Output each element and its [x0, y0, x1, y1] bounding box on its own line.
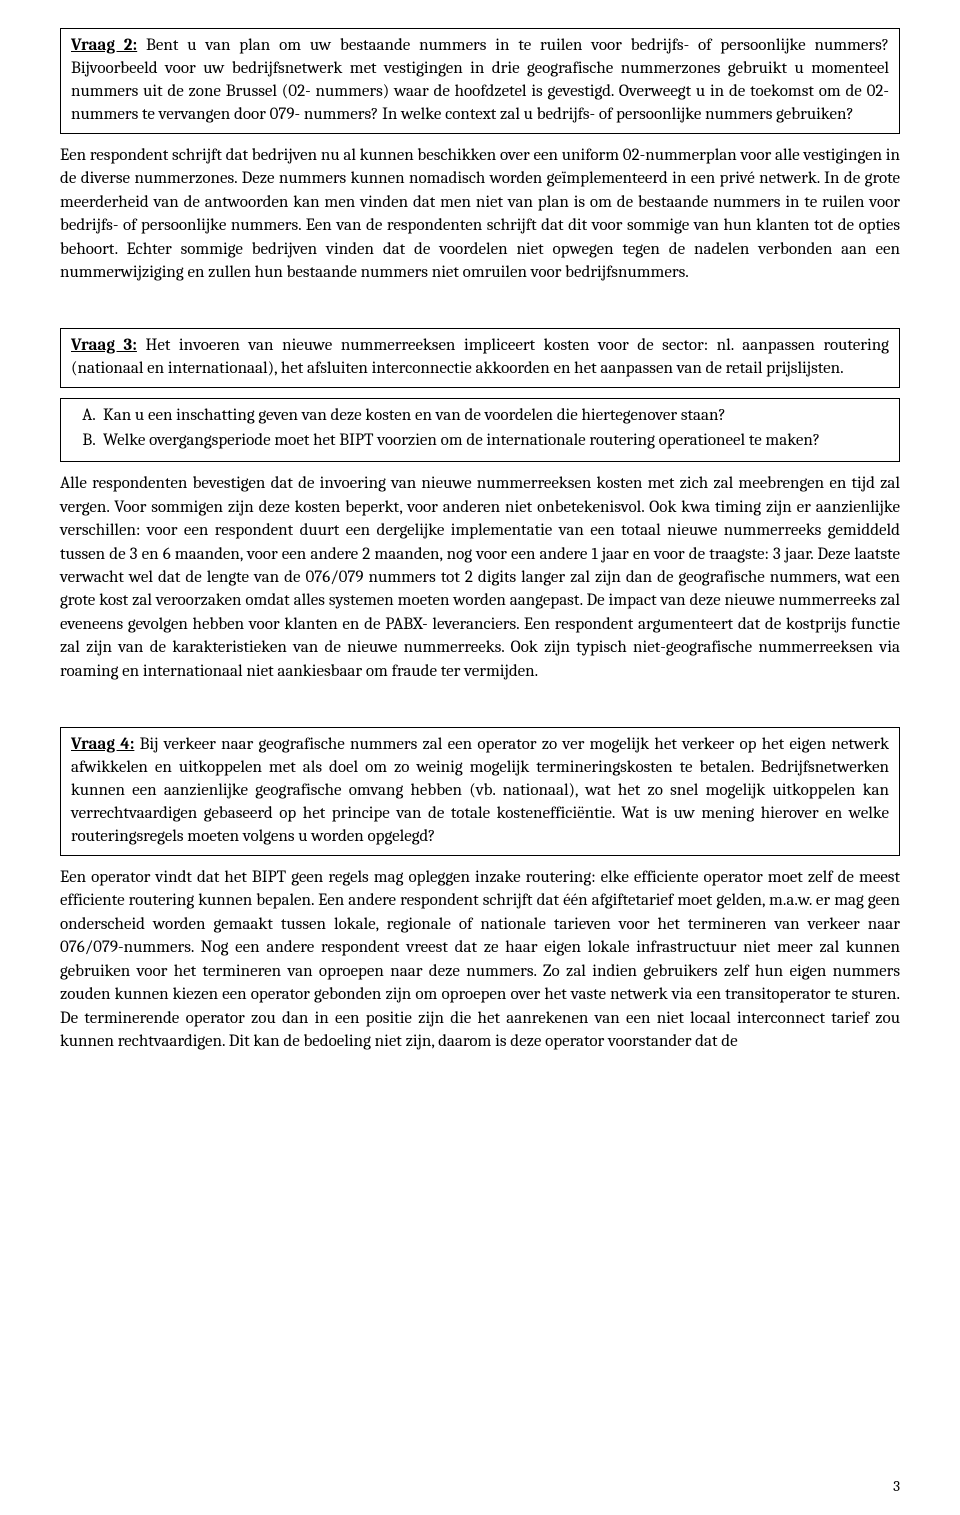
question-box-4: Vraag 4: Bij verkeer naar geografische n… [60, 727, 900, 856]
page: Vraag 2: Bent u van plan om uw bestaande… [0, 0, 960, 1515]
question-3-label: Vraag 3: [71, 336, 137, 355]
question-2-response: Een respondent schrijft dat bedrijven nu… [60, 144, 900, 285]
question-box-2: Vraag 2: Bent u van plan om uw bestaande… [60, 28, 900, 134]
question-4-label: Vraag 4: [71, 735, 134, 754]
question-2-label: Vraag 2: [71, 36, 137, 55]
question-4-response: Een operator vindt dat het BIPT geen reg… [60, 866, 900, 1054]
question-3-response: Alle respondenten bevestigen dat de invo… [60, 472, 900, 683]
question-4-text: Bij verkeer naar geografische nummers za… [71, 735, 889, 846]
page-number: 3 [893, 1477, 900, 1495]
question-3-sub-box: Kan u een inschatting geven van deze kos… [60, 398, 900, 462]
question-3-sub-a: Kan u een inschatting geven van deze kos… [99, 405, 889, 428]
question-2-text: Bent u van plan om uw bestaande nummers … [71, 36, 889, 124]
question-3-text: Het invoeren van nieuwe nummerreeksen im… [71, 336, 889, 378]
question-box-3: Vraag 3: Het invoeren van nieuwe nummerr… [60, 328, 900, 388]
question-3-sub-list: Kan u een inschatting geven van deze kos… [71, 405, 889, 453]
question-3-sub-b: Welke overgangsperiode moet het BIPT voo… [99, 430, 889, 453]
